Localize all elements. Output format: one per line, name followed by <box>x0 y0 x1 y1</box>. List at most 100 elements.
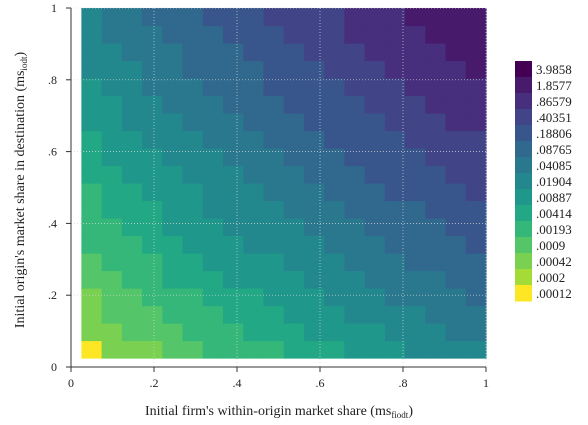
heatmap-cell <box>303 305 325 324</box>
heatmap-cell <box>364 305 386 324</box>
heatmap-cell <box>445 218 467 237</box>
heatmap-cell <box>81 323 103 342</box>
heatmap-cell <box>162 183 184 202</box>
heatmap-cell <box>182 218 204 237</box>
y-axis-label-end: ) <box>13 52 28 57</box>
heatmap-cell <box>243 218 265 237</box>
heatmap-cell <box>445 183 467 202</box>
heatmap-cell <box>465 340 487 359</box>
heatmap-cell <box>344 270 366 289</box>
heatmap-cell <box>425 288 447 307</box>
heatmap-cell <box>303 235 325 254</box>
x-tick-label: 1 <box>483 376 489 390</box>
heatmap-cell <box>344 95 366 114</box>
heatmap-cell <box>263 270 285 289</box>
heatmap-cell <box>121 78 143 97</box>
heatmap-cell <box>405 95 426 114</box>
heatmap-cell <box>222 218 244 237</box>
heatmap-cell <box>465 253 487 272</box>
heatmap-cell <box>384 305 406 324</box>
heatmap-cell <box>81 25 103 44</box>
heatmap-cell <box>182 95 204 114</box>
heatmap-cell <box>283 323 305 342</box>
heatmap-cell <box>283 270 305 289</box>
heatmap-cell <box>425 113 447 132</box>
y-axis-label: Initial origin's market share in destina… <box>13 52 29 329</box>
heatmap-cell <box>384 60 406 79</box>
heatmap-cell <box>142 235 163 254</box>
heatmap-cell <box>283 340 305 359</box>
heatmap-cell <box>283 25 305 44</box>
heatmap-cell <box>142 78 163 97</box>
heatmap-cell <box>243 78 265 97</box>
heatmap-cell <box>182 165 204 184</box>
heatmap-cell <box>81 130 103 149</box>
heatmap-cell <box>425 183 447 202</box>
heatmap-cell <box>344 305 366 324</box>
heatmap-cell <box>243 25 265 44</box>
heatmap-cell <box>81 200 103 219</box>
heatmap-cell <box>202 25 224 44</box>
y-tick-label: 1 <box>51 1 57 15</box>
heatmap-cell <box>121 235 143 254</box>
heatmap-cell <box>425 43 447 62</box>
heatmap-cell <box>384 165 406 184</box>
heatmap-cell <box>142 43 163 62</box>
heatmap-cell <box>121 165 143 184</box>
heatmap-cell <box>344 148 366 167</box>
legend-label: .00042 <box>536 254 572 269</box>
heatmap-cell <box>222 235 244 254</box>
heatmap-cell <box>101 235 123 254</box>
heatmap-cell <box>344 165 366 184</box>
legend-label: .0002 <box>536 270 565 285</box>
heatmap-cell <box>384 218 406 237</box>
heatmap-cell <box>384 253 406 272</box>
heatmap-cell <box>384 113 406 132</box>
heatmap-cell <box>222 148 244 167</box>
heatmap-cell <box>81 305 103 324</box>
heatmap-cell <box>364 113 386 132</box>
heatmap-cell <box>405 323 426 342</box>
heatmap-cell <box>384 8 406 27</box>
legend-label: .0009 <box>536 238 565 253</box>
heatmap-cell <box>465 183 487 202</box>
heatmap-cell <box>182 183 204 202</box>
heatmap-cell <box>324 270 345 289</box>
heatmap-cell <box>445 200 467 219</box>
heatmap-cell <box>182 60 204 79</box>
heatmap-cell <box>283 235 305 254</box>
heatmap-cell <box>465 218 487 237</box>
heatmap-cell <box>465 148 487 167</box>
heatmap-cell <box>303 60 325 79</box>
heatmap-cell <box>121 305 143 324</box>
heatmap-cell <box>222 305 244 324</box>
heatmap-cell <box>101 288 123 307</box>
y-tick-label: .4 <box>48 216 57 230</box>
heatmap-cell <box>101 113 123 132</box>
heatmap-cell <box>405 43 426 62</box>
heatmap-cell <box>162 43 184 62</box>
heatmap-cell <box>263 183 285 202</box>
heatmap-cell <box>81 165 103 184</box>
heatmap-cell <box>263 253 285 272</box>
heatmap-cell <box>121 200 143 219</box>
heatmap-cell <box>324 218 345 237</box>
heatmap-cell <box>162 113 184 132</box>
heatmap-cell <box>101 323 123 342</box>
heatmap-cell <box>283 78 305 97</box>
heatmap-cell <box>202 270 224 289</box>
heatmap-cell <box>465 288 487 307</box>
heatmap-cell <box>222 8 244 27</box>
heatmap-cell <box>344 218 366 237</box>
heatmap-cell <box>222 270 244 289</box>
heatmap-cell <box>202 288 224 307</box>
heatmap-cell <box>364 95 386 114</box>
heatmap-cell <box>405 305 426 324</box>
heatmap-cell <box>344 78 366 97</box>
heatmap-cell <box>101 270 123 289</box>
heatmap-cell <box>182 130 204 149</box>
heatmap-cell <box>425 130 447 149</box>
x-tick-label: .6 <box>316 376 325 390</box>
heatmap-cell <box>243 8 265 27</box>
